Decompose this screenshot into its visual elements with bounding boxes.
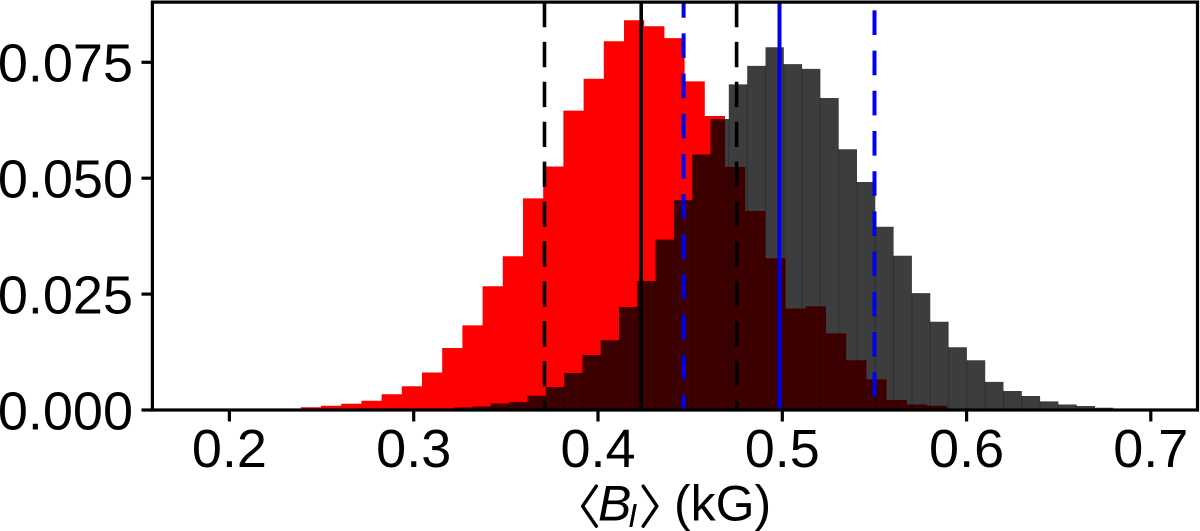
svg-text:0.7: 0.7: [1113, 419, 1188, 479]
svg-text:0.050: 0.050: [0, 150, 133, 210]
svg-text:0.025: 0.025: [0, 265, 133, 325]
svg-text:0.2: 0.2: [192, 419, 267, 479]
svg-text:0.4: 0.4: [560, 419, 635, 479]
svg-text:0.075: 0.075: [0, 34, 133, 94]
svg-text:0.3: 0.3: [376, 419, 451, 479]
svg-text:0.000: 0.000: [0, 381, 133, 441]
svg-text:B: B: [598, 476, 631, 531]
svg-text:0.5: 0.5: [745, 419, 820, 479]
svg-text:0.6: 0.6: [929, 419, 1004, 479]
svg-text:I: I: [628, 497, 637, 531]
svg-text:(kG): (kG): [674, 476, 771, 531]
